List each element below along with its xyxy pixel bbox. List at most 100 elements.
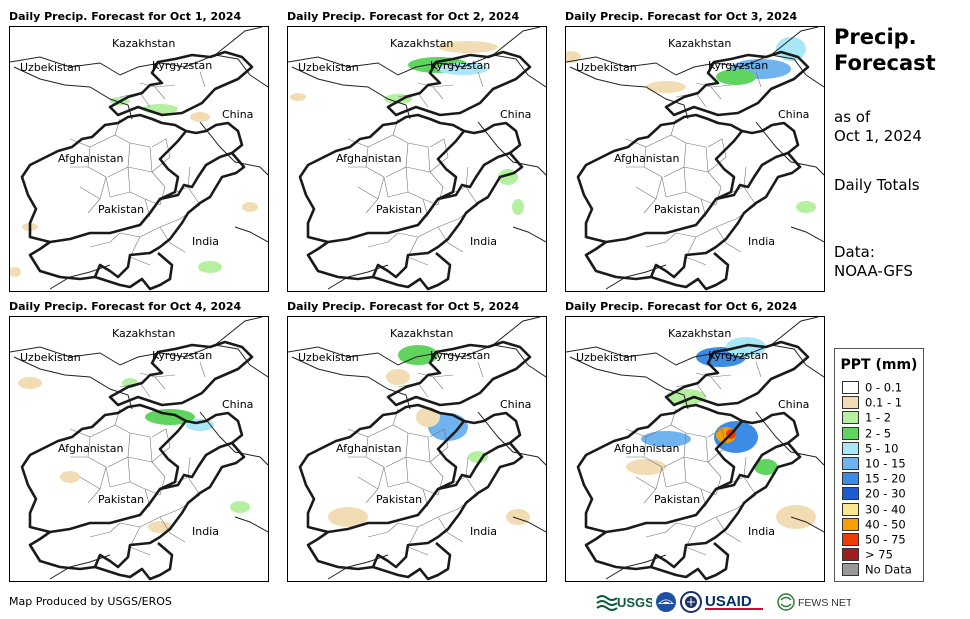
credit-text: Map Produced by USGS/EROS xyxy=(9,595,172,608)
label-kyrgyzstan: Kyrgyzstan xyxy=(430,59,490,72)
country-labels: Kazakhstan Uzbekistan Kyrgyzstan China A… xyxy=(20,37,253,248)
label-uzbekistan: Uzbekistan xyxy=(20,351,81,364)
label-india: India xyxy=(748,235,775,248)
label-uzbekistan: Uzbekistan xyxy=(298,61,359,74)
precip-patch xyxy=(506,509,530,525)
data-source-label: Data: xyxy=(834,243,875,261)
precip-patch xyxy=(512,199,524,215)
precip-patch xyxy=(398,345,438,365)
country-labels: Kazakhstan Uzbekistan Kyrgyzstan China A… xyxy=(576,327,809,538)
precip-patch xyxy=(726,337,766,357)
legend-label: 40 - 50 xyxy=(865,517,906,532)
bold-boundaries xyxy=(20,340,254,581)
map-panel-4: Kazakhstan Uzbekistan Kyrgyzstan China A… xyxy=(9,316,269,582)
map-svg: Kazakhstan Uzbekistan Kyrgyzstan China A… xyxy=(10,317,268,581)
legend-item: 2 - 5 xyxy=(842,426,891,440)
legend-swatch xyxy=(842,441,859,455)
legend-item: 50 - 75 xyxy=(842,532,906,547)
logo-strip: USGS USAID FEWS NET xyxy=(596,591,851,613)
data-source-value: NOAA-GFS xyxy=(834,262,913,280)
precip-patch xyxy=(416,407,440,427)
precip-layer xyxy=(18,377,250,533)
legend-label: 50 - 75 xyxy=(865,532,906,547)
legend-label: No Data xyxy=(865,562,912,577)
legend-label: 2 - 5 xyxy=(865,426,892,441)
map-svg: Kazakhstan Uzbekistan Kyrgyzstan China A… xyxy=(10,27,268,291)
precip-patch xyxy=(386,369,410,385)
panel-title-6: Daily Precip. Forecast for Oct 6, 2024 xyxy=(565,300,798,313)
country-labels: Kazakhstan Uzbekistan Kyrgyzstan China A… xyxy=(20,327,253,538)
label-uzbekistan: Uzbekistan xyxy=(576,61,637,74)
legend-label: 30 - 40 xyxy=(865,502,906,517)
province-boundaries xyxy=(347,361,484,556)
map-svg: Kazakhstan Uzbekistan Kyrgyzstan China A… xyxy=(288,317,546,581)
precip-layer xyxy=(566,37,816,213)
label-uzbekistan: Uzbekistan xyxy=(298,351,359,364)
label-india: India xyxy=(470,525,497,538)
legend-label: 15 - 20 xyxy=(865,471,906,486)
label-uzbekistan: Uzbekistan xyxy=(20,61,81,74)
legend-swatch xyxy=(842,426,859,440)
label-kazakhstan: Kazakhstan xyxy=(112,37,175,50)
label-kazakhstan: Kazakhstan xyxy=(390,327,453,340)
legend-swatch xyxy=(842,396,859,410)
legend-label: 0.1 - 1 xyxy=(865,395,903,410)
legend-item: 5 - 10 xyxy=(842,441,898,455)
legend-label: 1 - 2 xyxy=(865,410,892,425)
country-boundaries xyxy=(288,27,546,290)
country-labels: Kazakhstan Uzbekistan Kyrgyzstan China A… xyxy=(298,327,531,538)
label-pakistan: Pakistan xyxy=(98,203,144,216)
precip-layer xyxy=(626,337,816,529)
precip-patch xyxy=(18,377,42,389)
map-svg: Kazakhstan Uzbekistan Kyrgyzstan China A… xyxy=(566,27,824,291)
legend-swatch xyxy=(842,548,859,562)
label-afghanistan: Afghanistan xyxy=(58,442,124,455)
precip-patch xyxy=(148,521,172,533)
noaa-logo xyxy=(656,592,676,612)
label-india: India xyxy=(192,235,219,248)
svg-text:USAID: USAID xyxy=(705,593,752,610)
daily-totals: Daily Totals xyxy=(834,176,920,194)
legend-swatch xyxy=(842,563,859,577)
country-labels: Kazakhstan Uzbekistan Kyrgyzstan China A… xyxy=(576,37,809,248)
label-afghanistan: Afghanistan xyxy=(614,152,680,165)
legend-swatch xyxy=(842,411,859,425)
bold-boundaries xyxy=(298,50,532,291)
map-panel-3: Kazakhstan Uzbekistan Kyrgyzstan China A… xyxy=(565,26,825,292)
map-svg: Kazakhstan Uzbekistan Kyrgyzstan China A… xyxy=(288,27,546,291)
bold-boundaries xyxy=(576,50,810,291)
label-india: India xyxy=(192,525,219,538)
precip-patch xyxy=(145,409,195,425)
precip-patch xyxy=(10,267,21,277)
as-of-line1: as of xyxy=(834,108,871,126)
bold-boundaries xyxy=(576,340,810,581)
usaid-logo: USAID xyxy=(705,593,763,610)
label-china: China xyxy=(778,398,809,411)
map-panel-1: Kazakhstan Uzbekistan Kyrgyzstan China A… xyxy=(9,26,269,292)
label-pakistan: Pakistan xyxy=(654,203,700,216)
precip-patch xyxy=(438,63,488,75)
bold-boundaries xyxy=(298,340,532,581)
legend-item: 20 - 30 xyxy=(842,486,906,501)
label-kazakhstan: Kazakhstan xyxy=(390,37,453,50)
legend-label: > 75 xyxy=(865,547,893,562)
svg-text:USGS: USGS xyxy=(617,595,652,610)
label-kazakhstan: Kazakhstan xyxy=(112,327,175,340)
precip-patch xyxy=(646,81,686,93)
map-panel-6: Kazakhstan Uzbekistan Kyrgyzstan China A… xyxy=(565,316,825,582)
label-india: India xyxy=(470,235,497,248)
svg-text:FEWS NET: FEWS NET xyxy=(798,597,851,609)
country-boundaries xyxy=(288,317,546,580)
legend-swatch xyxy=(842,533,859,546)
label-kazakhstan: Kazakhstan xyxy=(668,327,731,340)
precip-patch xyxy=(641,431,691,447)
province-boundaries xyxy=(625,71,762,266)
legend-swatch xyxy=(842,457,859,470)
country-labels: Kazakhstan Uzbekistan Kyrgyzstan China A… xyxy=(298,37,531,248)
label-kazakhstan: Kazakhstan xyxy=(668,37,731,50)
legend-item: 15 - 20 xyxy=(842,471,906,486)
precip-patch xyxy=(776,37,806,61)
label-kyrgyzstan: Kyrgyzstan xyxy=(152,349,212,362)
label-pakistan: Pakistan xyxy=(376,493,422,506)
